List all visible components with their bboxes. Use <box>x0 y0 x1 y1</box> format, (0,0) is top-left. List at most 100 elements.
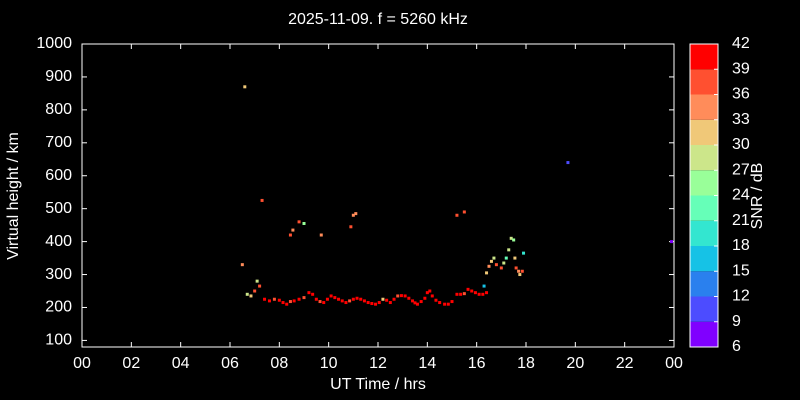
y-tick-label: 600 <box>45 167 72 184</box>
data-point <box>302 221 306 225</box>
data-point <box>292 299 296 303</box>
data-point <box>455 213 459 217</box>
colorbar-tick-label: 24 <box>732 187 750 204</box>
data-point <box>291 228 295 232</box>
data-point <box>258 284 262 288</box>
data-point <box>411 299 415 303</box>
x-axis-label: UT Time / hrs <box>330 376 426 393</box>
x-tick-label: 02 <box>122 355 140 372</box>
data-point <box>351 213 355 217</box>
data-point <box>419 300 423 304</box>
data-point <box>260 198 264 202</box>
colorbar-tick-label: 12 <box>732 288 750 305</box>
data-point <box>249 294 253 298</box>
data-point <box>514 266 518 270</box>
colorbar-segment <box>690 271 718 297</box>
data-point <box>351 297 355 301</box>
colorbar-segment <box>690 170 718 196</box>
y-tick-label: 500 <box>45 200 72 217</box>
colorbar-tick-label: 27 <box>732 161 750 178</box>
chart-title: 2025-11-09. f = 5260 kHz <box>288 11 468 28</box>
data-point <box>443 302 447 306</box>
data-point <box>489 259 493 263</box>
data-point <box>253 289 257 293</box>
data-point <box>245 292 249 296</box>
x-tick-label: 18 <box>517 355 535 372</box>
data-point <box>318 300 322 304</box>
y-tick-label: 200 <box>45 299 72 316</box>
data-point <box>434 298 438 302</box>
data-point <box>504 256 508 260</box>
data-point <box>485 271 489 275</box>
colorbar-tick-label: 18 <box>732 237 750 254</box>
data-point <box>255 279 259 283</box>
data-point <box>438 301 442 305</box>
data-point <box>381 297 385 301</box>
colorbar-tick-label: 9 <box>732 313 741 330</box>
data-point <box>566 161 570 165</box>
colorbar-tick-label: 33 <box>732 111 750 128</box>
data-point <box>388 301 392 305</box>
data-point <box>518 273 522 277</box>
data-point <box>403 294 407 298</box>
data-point <box>466 287 470 291</box>
data-point <box>481 292 485 296</box>
data-point <box>392 297 396 301</box>
data-point <box>302 296 306 300</box>
y-tick-label: 400 <box>45 233 72 250</box>
colorbar-segment <box>690 69 718 95</box>
data-point <box>322 301 326 305</box>
colorbar-tick-label: 42 <box>732 35 750 52</box>
x-tick-label: 16 <box>468 355 486 372</box>
data-point <box>423 296 427 300</box>
colorbar-tick-label: 30 <box>732 136 750 153</box>
colorbar-tick-label: 21 <box>732 212 750 229</box>
data-point <box>354 212 358 216</box>
data-point <box>502 261 506 265</box>
colorbar-label: SNR / dB <box>749 163 766 230</box>
colorbar-segment <box>690 145 718 171</box>
x-tick-label: 08 <box>270 355 288 372</box>
data-point <box>348 299 352 303</box>
data-point <box>240 263 244 267</box>
data-point <box>513 256 517 260</box>
data-point <box>277 298 281 302</box>
data-point <box>329 294 333 298</box>
colorbar-tick-label: 39 <box>732 60 750 77</box>
colorbar-segment <box>690 94 718 120</box>
data-point <box>243 85 247 89</box>
data-point <box>349 225 353 229</box>
colorbar-tick-label: 6 <box>732 338 741 355</box>
data-point <box>325 297 329 301</box>
data-point <box>455 292 459 296</box>
y-tick-label: 1000 <box>36 35 72 52</box>
data-point <box>482 284 486 288</box>
data-point <box>450 300 454 304</box>
data-point <box>297 297 301 301</box>
colorbar-tick-label: 36 <box>732 86 750 103</box>
data-point <box>512 238 516 242</box>
data-point <box>281 301 285 305</box>
data-point <box>285 302 289 306</box>
colorbar-segment <box>690 296 718 322</box>
x-tick-label: 20 <box>566 355 584 372</box>
data-point <box>319 233 323 237</box>
data-point <box>377 301 381 305</box>
data-point <box>413 301 417 305</box>
data-point <box>428 289 432 293</box>
y-tick-label: 300 <box>45 266 72 283</box>
data-point <box>477 292 481 296</box>
data-point <box>462 210 466 214</box>
x-tick-label: 00 <box>665 355 683 372</box>
data-point <box>407 296 411 300</box>
colorbar-segment <box>690 321 718 347</box>
data-point <box>288 233 292 237</box>
data-point <box>355 296 359 300</box>
data-point <box>494 263 498 267</box>
data-point <box>487 264 491 268</box>
colorbar-segment <box>690 195 718 221</box>
colorbar-tick-label: 15 <box>732 262 750 279</box>
y-axis-label: Virtual height / km <box>5 132 22 260</box>
